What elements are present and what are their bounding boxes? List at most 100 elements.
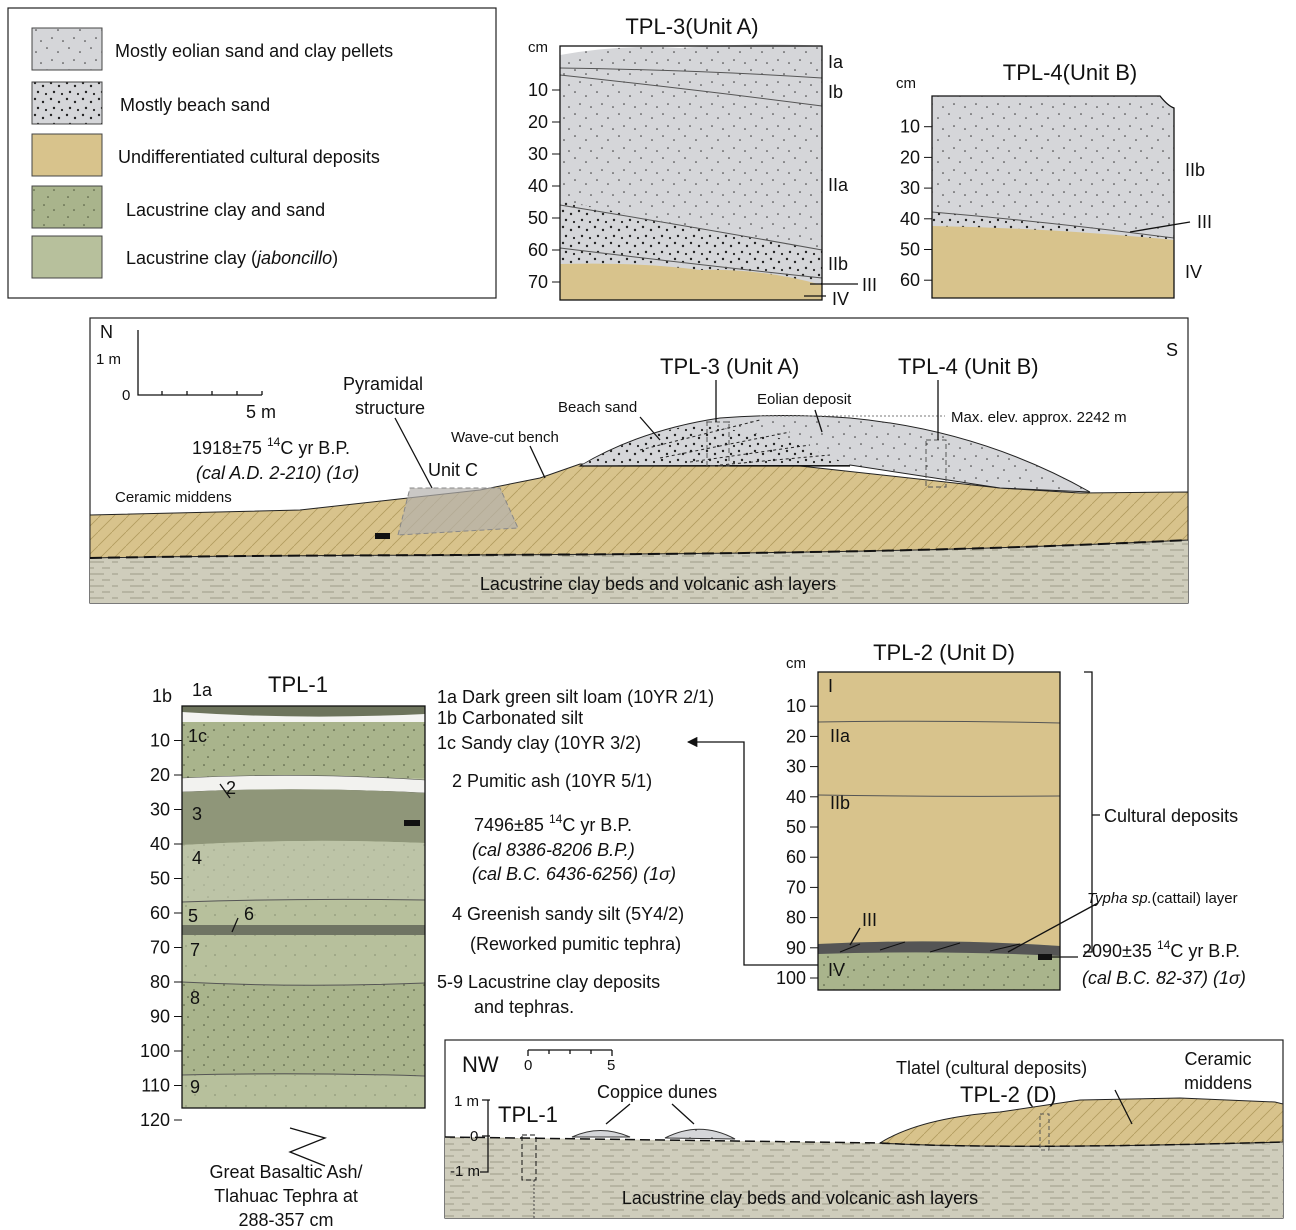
depth-tick-label: 50 xyxy=(528,208,548,228)
layer-label: 9 xyxy=(190,1077,200,1097)
shape-rect xyxy=(182,925,425,935)
layer-label: 2 xyxy=(226,778,236,798)
shape-path xyxy=(817,720,1061,797)
shape-path xyxy=(932,226,1174,298)
depth-tick-label: 40 xyxy=(150,834,170,854)
direction-label: S xyxy=(1166,340,1178,360)
shape-rect xyxy=(31,235,103,279)
shape-path xyxy=(527,1049,613,1056)
shape-rect xyxy=(521,1134,537,1181)
shape-path xyxy=(1084,671,1100,953)
direction-label: NW xyxy=(462,1052,499,1077)
legend-label: Mostly eolian sand and clay pellets xyxy=(115,41,393,61)
description: 4 Greenish sandy silt (5Y4/2) xyxy=(452,904,684,924)
layer-label: IIb xyxy=(1185,160,1205,180)
depth-tick-label: 70 xyxy=(786,877,806,897)
shape-path xyxy=(664,1128,736,1140)
bracket-label: Cultural deposits xyxy=(1104,806,1238,826)
depth-tick-label: 20 xyxy=(528,112,548,132)
shape-line xyxy=(849,927,861,946)
column-title: TPL-4(Unit B) xyxy=(1003,60,1137,85)
tpl4-column: TPL-4(Unit B) cm IIb III IV xyxy=(896,60,1212,299)
layer-label: III xyxy=(862,910,877,930)
direction-label: N xyxy=(100,322,113,342)
depth-tick-label: 60 xyxy=(528,240,548,260)
shape-line xyxy=(219,783,231,799)
unit-label: cm xyxy=(786,655,806,672)
legend-label: Lacustrine clay and sand xyxy=(126,200,325,220)
scale-label: -1 m xyxy=(450,1163,480,1180)
layer-label: 6 xyxy=(244,904,254,924)
shape-rect xyxy=(818,672,1060,990)
layer-label: 7 xyxy=(190,940,200,960)
depth-tick-label: 50 xyxy=(150,869,170,889)
date-label: C yr B.P. xyxy=(280,438,350,458)
basal-note: 288-357 cm xyxy=(238,1210,333,1230)
depth-tick-label: 30 xyxy=(786,757,806,777)
shape-path xyxy=(560,263,822,300)
shape-path xyxy=(931,95,1175,299)
layer-label: 8 xyxy=(190,988,200,1008)
shape-path xyxy=(182,722,425,778)
date-label: 7496±85 xyxy=(474,815,544,835)
unit-label: cm xyxy=(528,39,548,56)
depth-tick-label: 80 xyxy=(786,908,806,928)
feature-label: Coppice dunes xyxy=(597,1082,717,1102)
depth-tick-label: 100 xyxy=(140,1041,170,1061)
description: 1b Carbonated silt xyxy=(437,708,583,728)
depth-tick-label: 70 xyxy=(528,272,548,292)
base-label: Lacustrine clay beds and volcanic ash la… xyxy=(622,1188,978,1208)
shape-path xyxy=(89,539,1189,559)
feature-label: Eolian deposit xyxy=(757,391,852,408)
tpl3-column: TPL-3(Unit A) cm Ia Ib IIa IIb III IV xyxy=(528,14,877,309)
transect: NW 0 5 1 m 0 -1 m TPL-1 Coppice dunes Tl… xyxy=(444,1039,1284,1219)
shape-path xyxy=(445,1137,1283,1218)
scale-label: 1 m xyxy=(96,351,121,368)
scale-label: 0 xyxy=(122,387,130,404)
layer-label: IV xyxy=(1185,262,1202,282)
feature-label: Max. elev. approx. 2242 m xyxy=(951,409,1127,426)
basal-note: Tlahuac Tephra at xyxy=(214,1186,358,1206)
shape-rect xyxy=(706,421,730,467)
shape-rect xyxy=(925,439,947,488)
shape-rect xyxy=(817,671,1061,991)
shape-path xyxy=(288,1127,328,1167)
depth-tick-label: 30 xyxy=(900,178,920,198)
scale-label: 0 xyxy=(470,1128,478,1145)
layer-label: I xyxy=(828,676,833,696)
depth-tick-label: 50 xyxy=(786,817,806,837)
shape-rect xyxy=(1039,1113,1050,1151)
feature-label: Tlatel (cultural deposits) xyxy=(896,1058,1087,1078)
depth-tick-label: 80 xyxy=(150,972,170,992)
legend-label: Lacustrine clay ( xyxy=(126,248,257,268)
date-label: (cal B.C. 82-37) (1σ) xyxy=(1082,968,1246,988)
layer-label: IIa xyxy=(830,726,851,746)
legend-label: Mostly beach sand xyxy=(120,95,270,115)
date-label: 1918±75 xyxy=(192,438,262,458)
description: 5-9 Lacustrine clay deposits xyxy=(437,972,660,992)
layer-label: IV xyxy=(828,960,845,980)
depth-tick-label: 110 xyxy=(141,1076,170,1096)
depth-tick-label: 120 xyxy=(140,1110,170,1130)
date-label: 2090±35 xyxy=(1082,941,1152,961)
depth-tick-label: 20 xyxy=(786,726,806,746)
shape-path xyxy=(931,211,1175,239)
date-label: 7496±85 14C yr B.P. xyxy=(474,812,632,835)
shape-rect xyxy=(404,820,420,826)
feature-label: structure xyxy=(355,398,425,418)
layer-label: 1b xyxy=(152,686,172,706)
shape-path xyxy=(394,380,939,489)
profile-label: TPL-3 (Unit A) xyxy=(660,354,799,379)
depth-tick-label: 90 xyxy=(786,938,806,958)
date-label: 14 xyxy=(549,812,563,826)
layer-label: IIb xyxy=(828,254,848,274)
shape-path xyxy=(480,1099,490,1173)
cross-section: N S 1 m 0 5 m Pyramidal structure Unit C… xyxy=(89,317,1189,604)
scale-label: 5 m xyxy=(246,402,276,422)
legend-label: Lacustrine clay (jaboncillo) xyxy=(126,248,338,268)
scale-label: 1 m xyxy=(454,1093,479,1110)
layer-label: 1c xyxy=(188,726,207,746)
shape-rect xyxy=(559,45,823,301)
shape-path xyxy=(639,419,831,466)
shape-rect xyxy=(181,705,426,1109)
